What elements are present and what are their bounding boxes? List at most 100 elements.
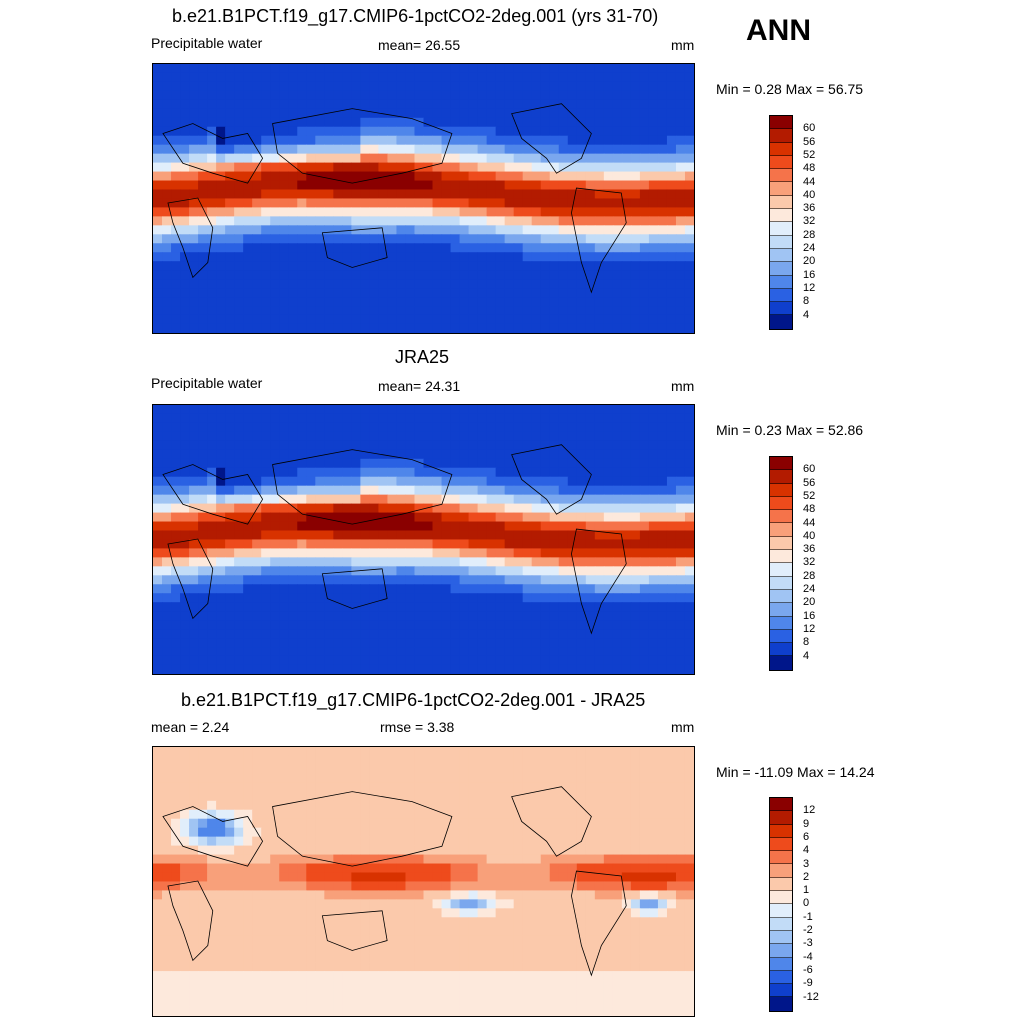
colorbar-swatch bbox=[770, 864, 792, 878]
colorbar-swatch bbox=[770, 116, 792, 130]
panel-3-colorbar: 12 9 6 4 3 2 1 0 -1 -2 -3 -4 -6 -9 -12 bbox=[769, 797, 819, 1012]
colorbar-swatch bbox=[770, 315, 792, 329]
panel-3-title: b.e21.B1PCT.f19_g17.CMIP6-1pctCO2-2deg.0… bbox=[181, 690, 646, 710]
colorbar-tick-label: 60 bbox=[803, 122, 816, 135]
colorbar-swatch bbox=[770, 798, 792, 812]
colorbar-tick-label: -9 bbox=[803, 977, 813, 990]
season-label: ANN bbox=[746, 14, 811, 47]
colorbar-tick-label: 52 bbox=[803, 148, 816, 161]
colorbar-tick-label: 36 bbox=[803, 202, 816, 215]
colorbar-tick-label: 6 bbox=[803, 830, 810, 843]
colorbar-tick-label: 20 bbox=[803, 255, 816, 268]
colorbar-swatch bbox=[770, 851, 792, 865]
colorbar-swatch bbox=[770, 957, 792, 971]
colorbar-swatch bbox=[770, 837, 792, 852]
panel-3-units: mm bbox=[671, 719, 695, 735]
colorbar-tick-label: -1 bbox=[803, 910, 813, 923]
colorbar-swatch bbox=[770, 904, 792, 918]
coastline bbox=[321, 227, 388, 268]
panel-3-rmse: rmse = 3.38 bbox=[380, 719, 455, 735]
coastline bbox=[272, 791, 453, 867]
colorbar-tick-label: 60 bbox=[803, 463, 816, 476]
panel-3-map bbox=[152, 746, 695, 1017]
coastline bbox=[162, 464, 264, 525]
colorbar-swatch bbox=[770, 275, 792, 289]
panel-2-mean: mean= 24.31 bbox=[378, 378, 461, 394]
panel-1-mean: mean= 26.55 bbox=[378, 37, 461, 53]
panel-2-left-label: Precipitable water bbox=[151, 375, 263, 391]
colorbar-swatch bbox=[770, 209, 792, 223]
colorbar-tick-label: 48 bbox=[803, 162, 816, 175]
coastline bbox=[571, 870, 627, 977]
colorbar-tick-label: 12 bbox=[803, 281, 816, 294]
panel-2-minmax: Min = 0.23 Max = 52.86 bbox=[716, 422, 864, 438]
colorbar-tick-label: 0 bbox=[803, 897, 810, 910]
panel-2-title: JRA25 bbox=[395, 347, 450, 367]
colorbar-swatch bbox=[770, 811, 792, 825]
colorbar-swatch bbox=[770, 563, 792, 577]
colorbar-swatch bbox=[770, 824, 792, 838]
coastline bbox=[571, 528, 627, 635]
colorbar-swatch bbox=[770, 536, 792, 551]
panel-1-left-label: Precipitable water bbox=[151, 35, 263, 51]
colorbar-swatch bbox=[770, 169, 792, 183]
colorbar-swatch bbox=[770, 288, 792, 303]
colorbar-tick-label: 4 bbox=[803, 649, 810, 662]
panel-2-units: mm bbox=[671, 378, 695, 394]
colorbar-tick-label: 28 bbox=[803, 228, 816, 241]
colorbar-swatch bbox=[770, 997, 792, 1011]
colorbar-tick-label: -12 bbox=[803, 990, 819, 1003]
colorbar-swatch bbox=[770, 302, 792, 316]
colorbar-tick-label: 9 bbox=[803, 817, 810, 830]
coastline bbox=[167, 880, 214, 962]
colorbar-tick-label: 16 bbox=[803, 268, 816, 281]
colorbar-swatch bbox=[770, 470, 792, 484]
colorbar-tick-label: 2 bbox=[803, 870, 810, 883]
colorbar-tick-label: 24 bbox=[803, 583, 816, 595]
colorbar-tick-label: 8 bbox=[803, 636, 810, 649]
colorbar-tick-label: 20 bbox=[803, 596, 816, 609]
panel-1-units: mm bbox=[671, 37, 695, 53]
coastline bbox=[167, 197, 214, 279]
coastline bbox=[162, 123, 264, 184]
colorbar-tick-label: 24 bbox=[803, 242, 816, 254]
colorbar-swatch bbox=[770, 222, 792, 236]
colorbar-swatch bbox=[770, 930, 792, 945]
colorbar-swatches bbox=[769, 456, 793, 671]
coastline bbox=[511, 786, 592, 857]
colorbar-swatch bbox=[770, 510, 792, 524]
coastline bbox=[272, 108, 453, 184]
colorbar-swatch bbox=[770, 656, 792, 670]
colorbar-swatch bbox=[770, 984, 792, 998]
colorbar-swatch bbox=[770, 483, 792, 497]
colorbar-tick-label: 16 bbox=[803, 609, 816, 622]
colorbar-swatch bbox=[770, 589, 792, 604]
colorbar-swatch bbox=[770, 629, 792, 644]
colorbar-tick-label: 4 bbox=[803, 844, 810, 857]
colorbar-swatch bbox=[770, 877, 792, 892]
panel-1-title: b.e21.B1PCT.f19_g17.CMIP6-1pctCO2-2deg.0… bbox=[172, 6, 659, 26]
colorbar-tick-label: -6 bbox=[803, 963, 813, 976]
coastline bbox=[162, 806, 264, 867]
colorbar-tick-label: 56 bbox=[803, 476, 816, 489]
colorbar-tick-label: 12 bbox=[803, 804, 816, 817]
colorbar-tick-label: 32 bbox=[803, 215, 816, 228]
colorbar-swatch bbox=[770, 248, 792, 263]
colorbar-swatch bbox=[770, 235, 792, 249]
panel-3-mean: mean = 2.24 bbox=[151, 719, 230, 735]
colorbar-tick-label: 36 bbox=[803, 543, 816, 556]
colorbar-swatch bbox=[770, 457, 792, 471]
coastline bbox=[571, 187, 627, 294]
colorbar-tick-label: 52 bbox=[803, 489, 816, 502]
colorbar-tick-label: 48 bbox=[803, 503, 816, 516]
colorbar-tick-label: 32 bbox=[803, 556, 816, 569]
coastline bbox=[272, 449, 453, 525]
coastline bbox=[511, 103, 592, 174]
coastline bbox=[511, 444, 592, 515]
coastline bbox=[167, 538, 214, 620]
colorbar-tick-label: -4 bbox=[803, 950, 813, 963]
colorbar-tick-label: 44 bbox=[803, 516, 816, 529]
colorbar-tick-label: 3 bbox=[803, 857, 810, 870]
colorbar-swatches bbox=[769, 115, 793, 330]
colorbar-swatch bbox=[770, 603, 792, 617]
